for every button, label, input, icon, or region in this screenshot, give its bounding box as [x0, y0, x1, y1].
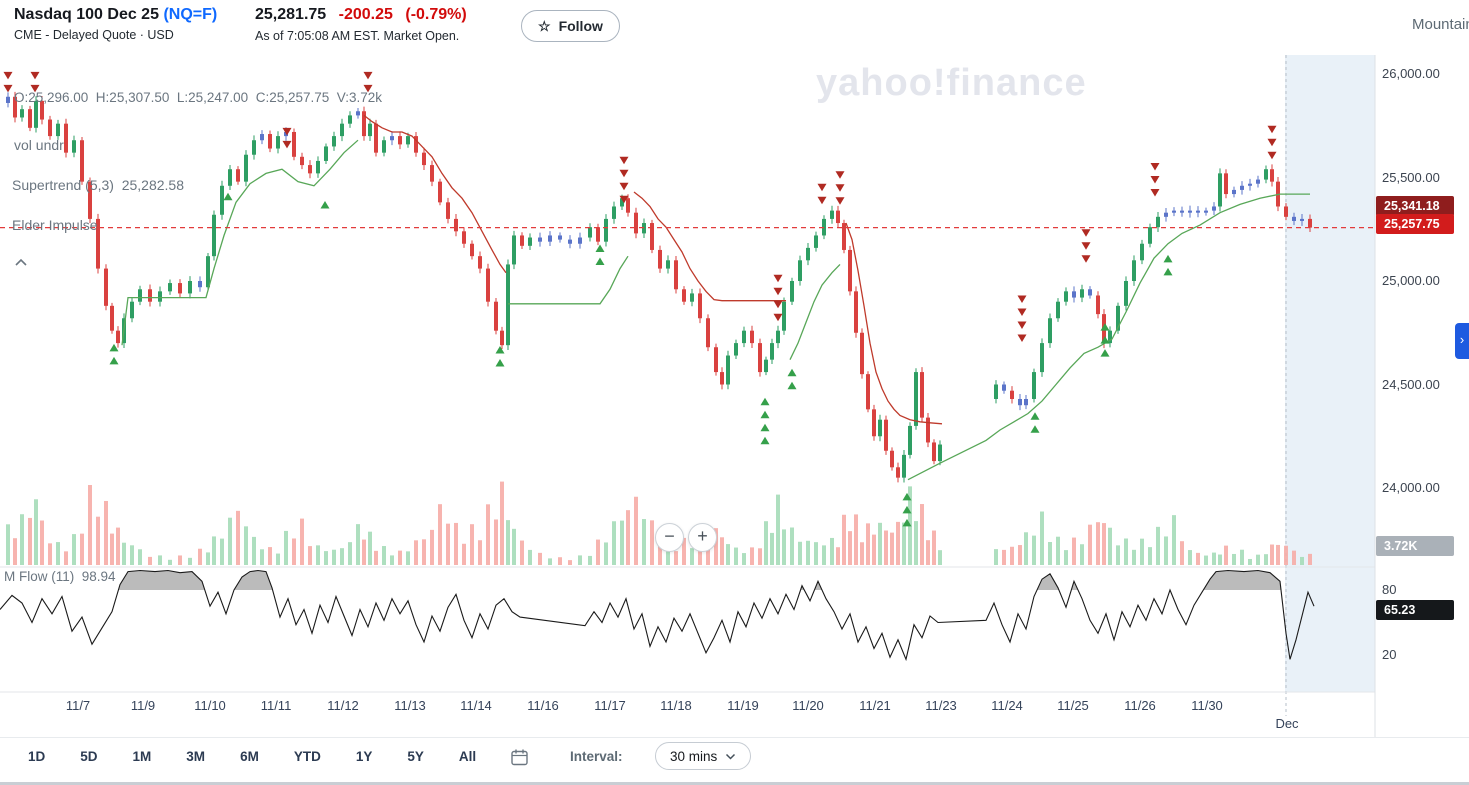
x-axis-date-label: 11/17: [594, 698, 626, 713]
price-chart-canvas[interactable]: [0, 55, 1469, 737]
current-price: 25,281.75: [255, 6, 327, 23]
price-change-percent: (-0.79%): [405, 6, 467, 23]
chart-type-dropdown[interactable]: Mountain: [1412, 16, 1469, 33]
chart-toolbar: 1D 5D 1M 3M 6M YTD 1Y 5Y All Interval: 30 mins: [0, 737, 1469, 783]
x-axis-date-label: 11/16: [527, 698, 559, 713]
star-icon: ☆: [538, 17, 551, 34]
follow-button[interactable]: ☆ Follow: [521, 10, 620, 42]
chevron-down-icon: [726, 753, 736, 760]
x-axis-date-label: 11/14: [460, 698, 492, 713]
x-axis-date-label: 11/30: [1191, 698, 1223, 713]
calendar-icon[interactable]: [508, 746, 531, 772]
yahoo-finance-watermark: yahoo!finance: [816, 62, 1087, 104]
axis-price-badge: 65.23: [1376, 600, 1454, 620]
x-axis-date-label: 11/11: [260, 698, 292, 713]
exchange-line: CME - Delayed Quote · USD: [14, 28, 174, 42]
x-axis-date-label: 11/9: [130, 698, 156, 713]
page-bottom-edge: [0, 782, 1469, 785]
axis-price-badge: 3.72K: [1376, 536, 1454, 556]
x-axis-date-label: 11/19: [727, 698, 759, 713]
interval-dropdown[interactable]: 30 mins: [655, 742, 752, 770]
as-of-timestamp: As of 7:05:08 AM EST. Market Open.: [255, 29, 460, 43]
x-axis-date-label: 11/25: [1057, 698, 1089, 713]
y-axis-oscillator-label: 80: [1382, 582, 1397, 597]
interval-value: 30 mins: [670, 748, 718, 764]
range-button-1d[interactable]: 1D: [24, 746, 49, 767]
axis-price-badge: 25,341.18: [1376, 196, 1454, 216]
y-axis-oscillator-label: 20: [1382, 646, 1397, 662]
legend-collapse-chevron-icon[interactable]: [14, 254, 28, 272]
x-axis-date-label: 11/23: [925, 698, 957, 713]
x-axis-date-label: 11/18: [660, 698, 692, 713]
zoom-in-button[interactable]: +: [688, 523, 717, 552]
expand-panel-chevron-button[interactable]: ›: [1455, 323, 1469, 359]
range-button-ytd[interactable]: YTD: [290, 746, 325, 767]
range-button-5y[interactable]: 5Y: [403, 746, 428, 767]
price-block: 25,281.75 -200.25 (-0.79%): [255, 6, 467, 24]
ticker-symbol-link[interactable]: (NQ=F): [163, 6, 218, 23]
x-axis-date-label: 11/10: [194, 698, 226, 713]
x-axis-date-label: 11/12: [327, 698, 359, 713]
page-title: Nasdaq 100 Dec 25: [14, 6, 159, 23]
x-axis-date-label: 11/26: [1124, 698, 1156, 713]
x-axis-date-label: 11/20: [792, 698, 824, 713]
x-axis-date-label: 11/21: [859, 698, 891, 713]
zoom-out-button[interactable]: −: [655, 523, 684, 552]
follow-label: Follow: [558, 18, 603, 34]
y-axis-price-label: 25,500.00: [1382, 169, 1440, 185]
range-button-5d[interactable]: 5D: [76, 746, 101, 767]
header-title-block: Nasdaq 100 Dec 25 (NQ=F): [14, 6, 217, 24]
ohlc-readout: O:25,296.00 H:25,307.50 L:25,247.00 C:25…: [14, 90, 383, 105]
axis-price-badge: 25,257.75: [1376, 214, 1454, 234]
x-axis-date-label: 11/13: [394, 698, 426, 713]
y-axis-price-label: 24,500.00: [1382, 376, 1440, 392]
price-change: -200.25: [338, 6, 393, 23]
range-button-6m[interactable]: 6M: [236, 746, 263, 767]
x-axis-date-label: 11/7: [65, 698, 91, 713]
legend-volume-underlay[interactable]: vol undr: [14, 137, 64, 153]
y-axis-price-label: 24,000.00: [1382, 480, 1440, 495]
range-button-group: 1D 5D 1M 3M 6M YTD 1Y 5Y All: [24, 746, 480, 767]
range-button-1m[interactable]: 1M: [129, 746, 156, 767]
legend-elder-impulse[interactable]: Elder Impulse: [12, 217, 98, 233]
legend-money-flow[interactable]: M Flow (11) 98.94: [4, 569, 116, 584]
range-button-all[interactable]: All: [455, 746, 480, 767]
y-axis-price-label: 26,000.00: [1382, 66, 1440, 81]
range-button-3m[interactable]: 3M: [182, 746, 209, 767]
x-axis-next-month-label: Dec: [1275, 716, 1299, 731]
interval-label: Interval:: [570, 749, 623, 764]
y-axis-price-label: 25,000.00: [1382, 273, 1440, 288]
x-axis-date-label: 11/24: [991, 698, 1023, 713]
legend-supertrend[interactable]: Supertrend (5,3) 25,282.58: [12, 177, 185, 193]
range-button-1y[interactable]: 1Y: [352, 746, 377, 767]
